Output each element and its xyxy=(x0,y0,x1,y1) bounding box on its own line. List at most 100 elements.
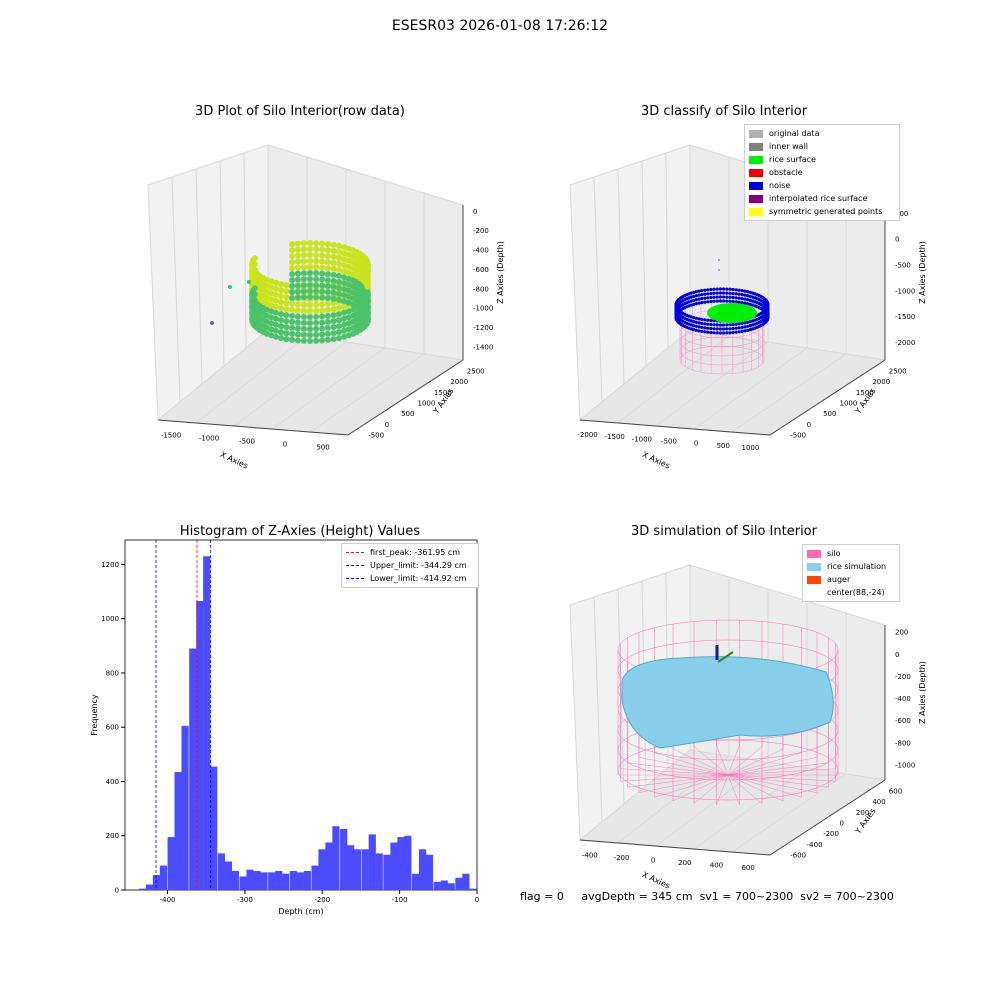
noise-point xyxy=(731,330,735,335)
data-point xyxy=(364,300,371,307)
data-point xyxy=(345,257,352,264)
noise-point xyxy=(753,318,757,322)
noise-point xyxy=(677,308,681,313)
data-point xyxy=(251,303,258,310)
data-point xyxy=(365,316,371,322)
noise-point xyxy=(763,312,767,317)
data-point xyxy=(300,258,307,265)
data-point xyxy=(363,266,370,273)
data-point xyxy=(249,294,256,301)
z-axis-label: Z Axies (Depth) xyxy=(918,661,927,724)
data-point xyxy=(263,318,270,325)
data-point xyxy=(289,247,296,254)
legend-entry: original data xyxy=(749,127,895,140)
histogram-bar xyxy=(368,834,376,890)
histogram-bar xyxy=(425,854,434,890)
data-point xyxy=(341,297,348,304)
noise-point xyxy=(683,316,687,320)
noise-point xyxy=(715,295,719,299)
data-point xyxy=(260,316,267,323)
noise-point xyxy=(677,301,681,306)
data-point xyxy=(300,288,307,295)
data-point xyxy=(249,300,256,307)
noise-point xyxy=(706,326,710,330)
data-point xyxy=(278,293,284,300)
legend-swatch xyxy=(807,562,821,571)
data-point xyxy=(357,293,364,299)
silo-wireframe xyxy=(727,774,740,805)
data-point xyxy=(249,271,256,278)
data-point xyxy=(289,283,296,290)
data-point xyxy=(319,313,326,320)
data-point xyxy=(251,316,258,323)
silo-wireframe xyxy=(716,774,729,805)
data-point xyxy=(254,282,260,289)
data-point xyxy=(357,263,364,269)
noise-point xyxy=(761,299,765,304)
data-point xyxy=(307,252,313,258)
data-point xyxy=(357,305,364,311)
noise-point xyxy=(674,301,679,305)
data-point xyxy=(250,281,257,288)
data-point xyxy=(363,314,370,321)
noise-point xyxy=(694,290,698,294)
data-point xyxy=(289,271,296,278)
data-point xyxy=(307,270,313,276)
noise-point xyxy=(748,328,752,332)
data-point xyxy=(341,333,348,340)
noise-point xyxy=(740,329,744,333)
data-point xyxy=(350,300,357,307)
noise-point xyxy=(737,326,741,330)
noise-point xyxy=(734,330,738,334)
silo-wireframe xyxy=(727,774,829,788)
legend-entry: inner wall xyxy=(749,140,895,153)
x-tick-label: -400 xyxy=(160,896,176,904)
noise-point xyxy=(715,319,719,323)
noise-point xyxy=(694,294,698,298)
legend-line xyxy=(346,565,364,566)
noise-point xyxy=(676,307,680,311)
silo-wireframe xyxy=(727,752,802,776)
data-point xyxy=(263,324,270,331)
data-point xyxy=(336,311,342,318)
silo-wireframe xyxy=(620,768,729,776)
data-point xyxy=(365,268,371,274)
data-point xyxy=(362,298,369,305)
noise-point xyxy=(718,259,720,261)
noise-point xyxy=(761,314,765,319)
data-point xyxy=(362,279,369,286)
data-point xyxy=(313,276,320,283)
noise-point xyxy=(740,317,744,321)
x-tick-label: -2000 xyxy=(577,431,597,439)
data-point xyxy=(249,268,255,274)
noise-point xyxy=(718,319,723,323)
data-point xyxy=(353,285,360,292)
y-tick-label: 1000 xyxy=(101,615,119,623)
data-point xyxy=(307,332,313,338)
data-point xyxy=(319,294,326,301)
data-point xyxy=(249,312,256,319)
data-point xyxy=(353,328,360,335)
data-point xyxy=(364,306,371,313)
data-point xyxy=(210,321,214,325)
data-point xyxy=(283,288,290,295)
data-point xyxy=(330,288,337,295)
data-point xyxy=(345,293,352,300)
data-point xyxy=(249,274,255,280)
data-point xyxy=(357,257,364,263)
data-point xyxy=(249,292,255,298)
data-point xyxy=(283,336,290,343)
noise-point xyxy=(762,296,766,301)
z-tick-label: 0 xyxy=(895,651,899,659)
histogram-bar xyxy=(433,881,441,890)
noise-point xyxy=(712,323,716,327)
data-point xyxy=(330,277,337,284)
data-point xyxy=(350,295,357,302)
data-point xyxy=(350,306,357,313)
y-tick-label: -400 xyxy=(807,841,823,849)
noise-point xyxy=(700,289,704,293)
legend-entry: rice surface xyxy=(749,153,895,166)
noise-point xyxy=(709,291,713,296)
data-point xyxy=(362,273,369,280)
data-point xyxy=(345,251,352,258)
